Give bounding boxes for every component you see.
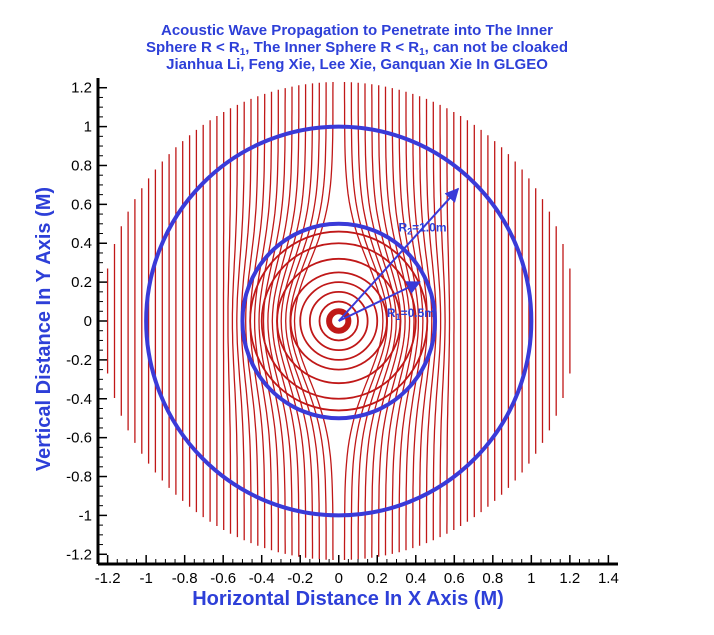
chart-title-line-3: Jianhua Li, Feng Xie, Lee Xie, Ganquan X… bbox=[166, 56, 548, 73]
y-tick-label: 0.4 bbox=[71, 235, 92, 252]
x-axis-title: Horizontal Distance In X Axis (M) bbox=[192, 588, 504, 610]
ray-curve bbox=[262, 88, 286, 554]
ray-curve bbox=[378, 85, 406, 557]
ray-curve bbox=[253, 91, 273, 551]
ray-curve bbox=[418, 96, 433, 546]
x-tick-label: 0.8 bbox=[482, 570, 503, 587]
ray-curve bbox=[267, 86, 293, 556]
y-axis-title: Vertical Distance In Y Axis (M) bbox=[33, 187, 55, 471]
ray-curve bbox=[350, 82, 389, 560]
x-tick-label: 1.4 bbox=[598, 570, 619, 587]
ray-curve bbox=[364, 83, 397, 559]
ray-curve bbox=[271, 85, 300, 557]
y-tick-label: -0.2 bbox=[66, 352, 92, 369]
y-tick-label: 1.2 bbox=[71, 80, 92, 97]
x-tick-label: -0.4 bbox=[249, 570, 275, 587]
ray-curve bbox=[446, 108, 451, 534]
y-tick-label: -1.2 bbox=[66, 546, 92, 563]
ray-curve bbox=[384, 86, 411, 556]
ray-curve bbox=[236, 101, 245, 541]
r1-arrow bbox=[338, 281, 421, 322]
inner-ring bbox=[308, 290, 369, 352]
inner-sphere-circle bbox=[240, 221, 438, 421]
ray-curve bbox=[258, 89, 279, 553]
x-tick-label: -0.8 bbox=[172, 570, 198, 587]
x-tick-label: 1.2 bbox=[559, 570, 580, 587]
ray-curve bbox=[405, 91, 424, 551]
x-tick-label: 0.2 bbox=[367, 570, 388, 587]
x-tick-label: -1.2 bbox=[95, 570, 121, 587]
ray-curve bbox=[391, 88, 415, 554]
y-tick-label: -0.8 bbox=[66, 469, 92, 486]
ray-curve bbox=[293, 81, 334, 561]
y-tick-label: 0.6 bbox=[71, 196, 92, 213]
x-tick-label: 1 bbox=[527, 570, 535, 587]
inner-ring bbox=[260, 242, 417, 400]
ray-curve bbox=[432, 101, 442, 541]
r2-arrow bbox=[337, 187, 460, 322]
y-tick-label: -0.4 bbox=[66, 391, 92, 408]
inner-ring bbox=[276, 257, 402, 385]
inner-ring bbox=[249, 230, 429, 412]
ray-curve bbox=[398, 89, 420, 553]
ray-curve bbox=[231, 104, 239, 538]
x-tick-label: 0.6 bbox=[444, 570, 465, 587]
x-tick-label: -0.6 bbox=[210, 570, 236, 587]
r1-arrow-label: R1=0.5m bbox=[387, 306, 435, 322]
ray-curve bbox=[280, 83, 314, 559]
inner-ring bbox=[326, 308, 352, 334]
chart-title-line-2: Sphere R < R1, The Inner Sphere R < R1, … bbox=[145, 39, 569, 58]
inner-ring bbox=[299, 281, 379, 361]
ray-curve bbox=[357, 82, 393, 560]
ray-curve bbox=[227, 108, 232, 534]
y-tick-label: 0.2 bbox=[71, 274, 92, 291]
x-tick-label: -0.2 bbox=[287, 570, 313, 587]
y-tick-label: 0.8 bbox=[71, 157, 92, 174]
inner-ring bbox=[318, 300, 359, 342]
inner-ring bbox=[289, 271, 388, 371]
y-tick-label: -0.6 bbox=[66, 430, 92, 447]
ray-curve bbox=[343, 82, 384, 560]
chart-title-line-1: Acoustic Wave Propagation to Penetrate i… bbox=[161, 22, 553, 39]
ray-curve bbox=[439, 104, 446, 538]
x-tick-label: 0 bbox=[335, 570, 343, 587]
y-tick-label: -1 bbox=[79, 507, 92, 524]
ray-curve bbox=[285, 82, 320, 560]
x-tick-label: -1 bbox=[139, 570, 152, 587]
ray-curve bbox=[245, 96, 259, 546]
y-tick-label: 0 bbox=[84, 313, 92, 330]
outer-sphere-circle bbox=[144, 124, 534, 518]
r2-arrow-label: R2=1.0m bbox=[398, 221, 446, 237]
ray-curve bbox=[289, 82, 327, 560]
x-tick-label: 0.4 bbox=[405, 570, 426, 587]
y-tick-label: 1 bbox=[84, 119, 92, 136]
